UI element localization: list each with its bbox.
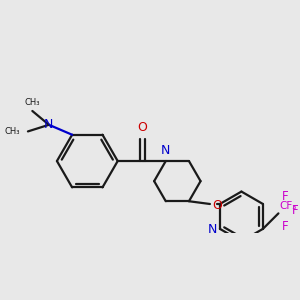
- Text: N: N: [208, 224, 217, 236]
- Text: N: N: [44, 118, 54, 131]
- Text: N: N: [161, 144, 170, 157]
- Text: F: F: [282, 220, 288, 233]
- Text: CH₃: CH₃: [4, 127, 20, 136]
- Text: O: O: [213, 199, 223, 212]
- Text: CF₃: CF₃: [280, 201, 297, 211]
- Text: O: O: [138, 121, 148, 134]
- Text: F: F: [282, 190, 288, 203]
- Text: F: F: [292, 204, 299, 217]
- Text: CH₃: CH₃: [25, 98, 40, 107]
